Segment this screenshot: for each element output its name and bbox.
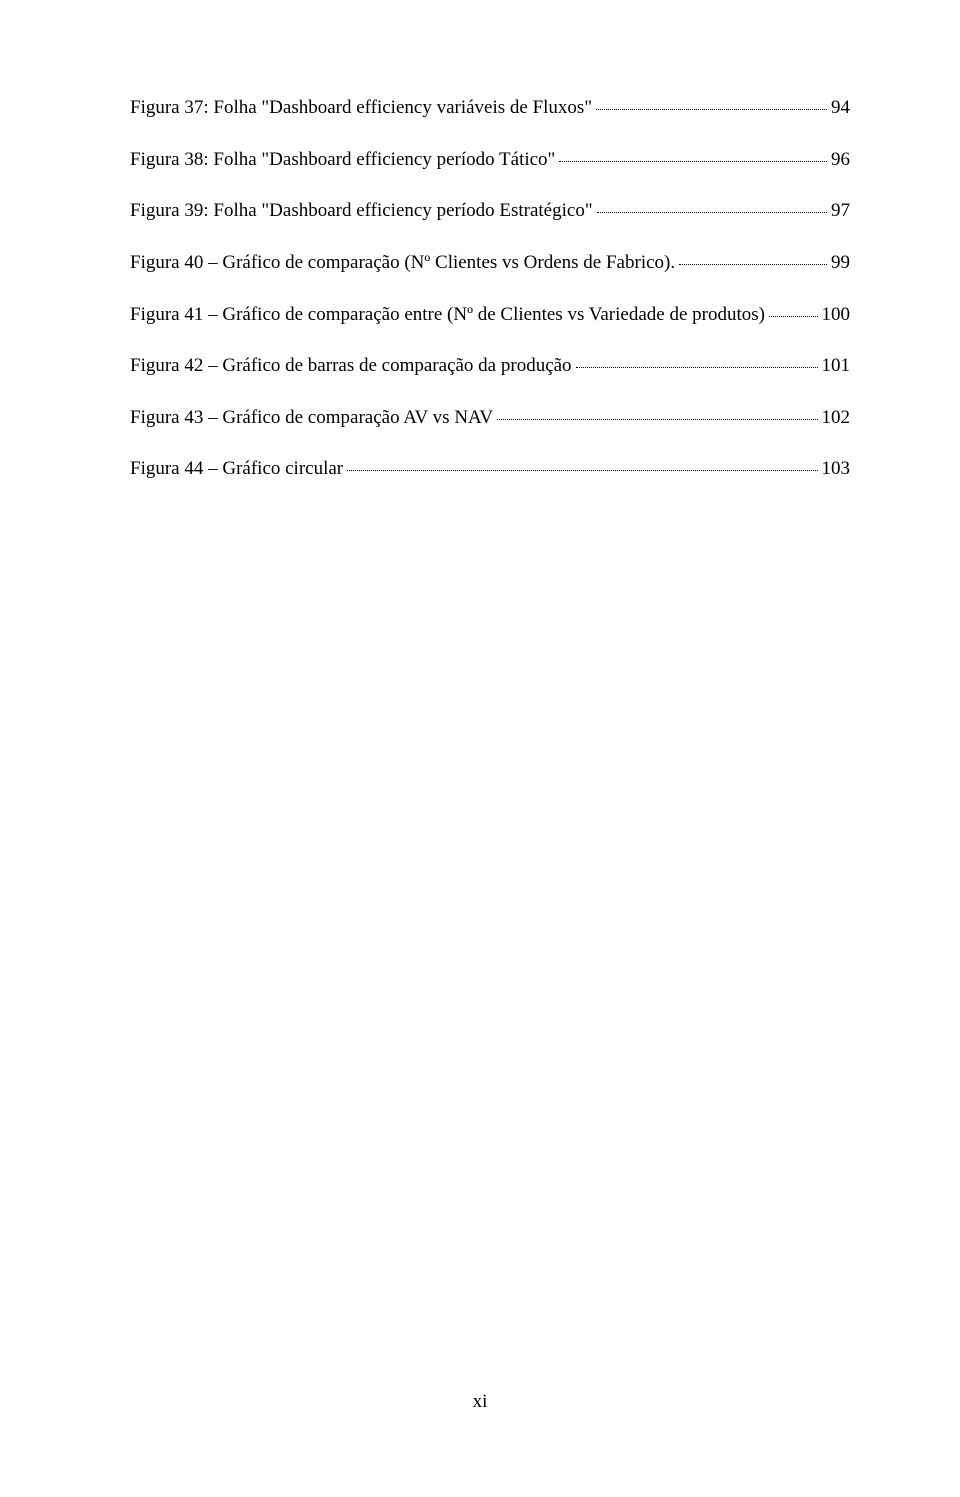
dot-leader xyxy=(559,161,827,162)
toc-entry: Figura 42 – Gráfico de barras de compara… xyxy=(130,353,850,379)
dot-leader xyxy=(769,316,818,317)
dot-leader xyxy=(497,419,817,420)
toc-entry: Figura 39: Folha "Dashboard efficiency p… xyxy=(130,198,850,224)
toc-entry-page: 102 xyxy=(822,405,851,431)
toc-entry-page: 101 xyxy=(822,353,851,379)
page-number-footer: xi xyxy=(0,1391,960,1413)
toc-entry-text: Figura 44 – Gráfico circular xyxy=(130,456,343,482)
dot-leader xyxy=(679,264,827,265)
toc-entry-text: Figura 43 – Gráfico de comparação AV vs … xyxy=(130,405,493,431)
toc-entry-page: 94 xyxy=(831,95,850,121)
toc-entry: Figura 43 – Gráfico de comparação AV vs … xyxy=(130,405,850,431)
toc-entry-page: 97 xyxy=(831,198,850,224)
toc-entry-page: 103 xyxy=(822,456,851,482)
dot-leader xyxy=(597,212,827,213)
toc-entry: Figura 40 – Gráfico de comparação (Nº Cl… xyxy=(130,250,850,276)
toc-entry: Figura 44 – Gráfico circular 103 xyxy=(130,456,850,482)
toc-entry: Figura 41 – Gráfico de comparação entre … xyxy=(130,302,850,328)
toc-entry-text: Figura 38: Folha "Dashboard efficiency p… xyxy=(130,147,555,173)
toc-entry: Figura 37: Folha "Dashboard efficiency v… xyxy=(130,95,850,121)
toc-entry-page: 96 xyxy=(831,147,850,173)
dot-leader xyxy=(596,109,827,110)
toc-entry-text: Figura 39: Folha "Dashboard efficiency p… xyxy=(130,198,593,224)
toc-entry-text: Figura 37: Folha "Dashboard efficiency v… xyxy=(130,95,592,121)
dot-leader xyxy=(347,470,817,471)
toc-entry-text: Figura 41 – Gráfico de comparação entre … xyxy=(130,302,765,328)
dot-leader xyxy=(576,367,818,368)
toc-entry-page: 100 xyxy=(822,302,851,328)
toc-entry-text: Figura 42 – Gráfico de barras de compara… xyxy=(130,353,572,379)
toc-entry-text: Figura 40 – Gráfico de comparação (Nº Cl… xyxy=(130,250,675,276)
toc-entry-page: 99 xyxy=(831,250,850,276)
page-content: Figura 37: Folha "Dashboard efficiency v… xyxy=(0,0,960,482)
toc-entry: Figura 38: Folha "Dashboard efficiency p… xyxy=(130,147,850,173)
